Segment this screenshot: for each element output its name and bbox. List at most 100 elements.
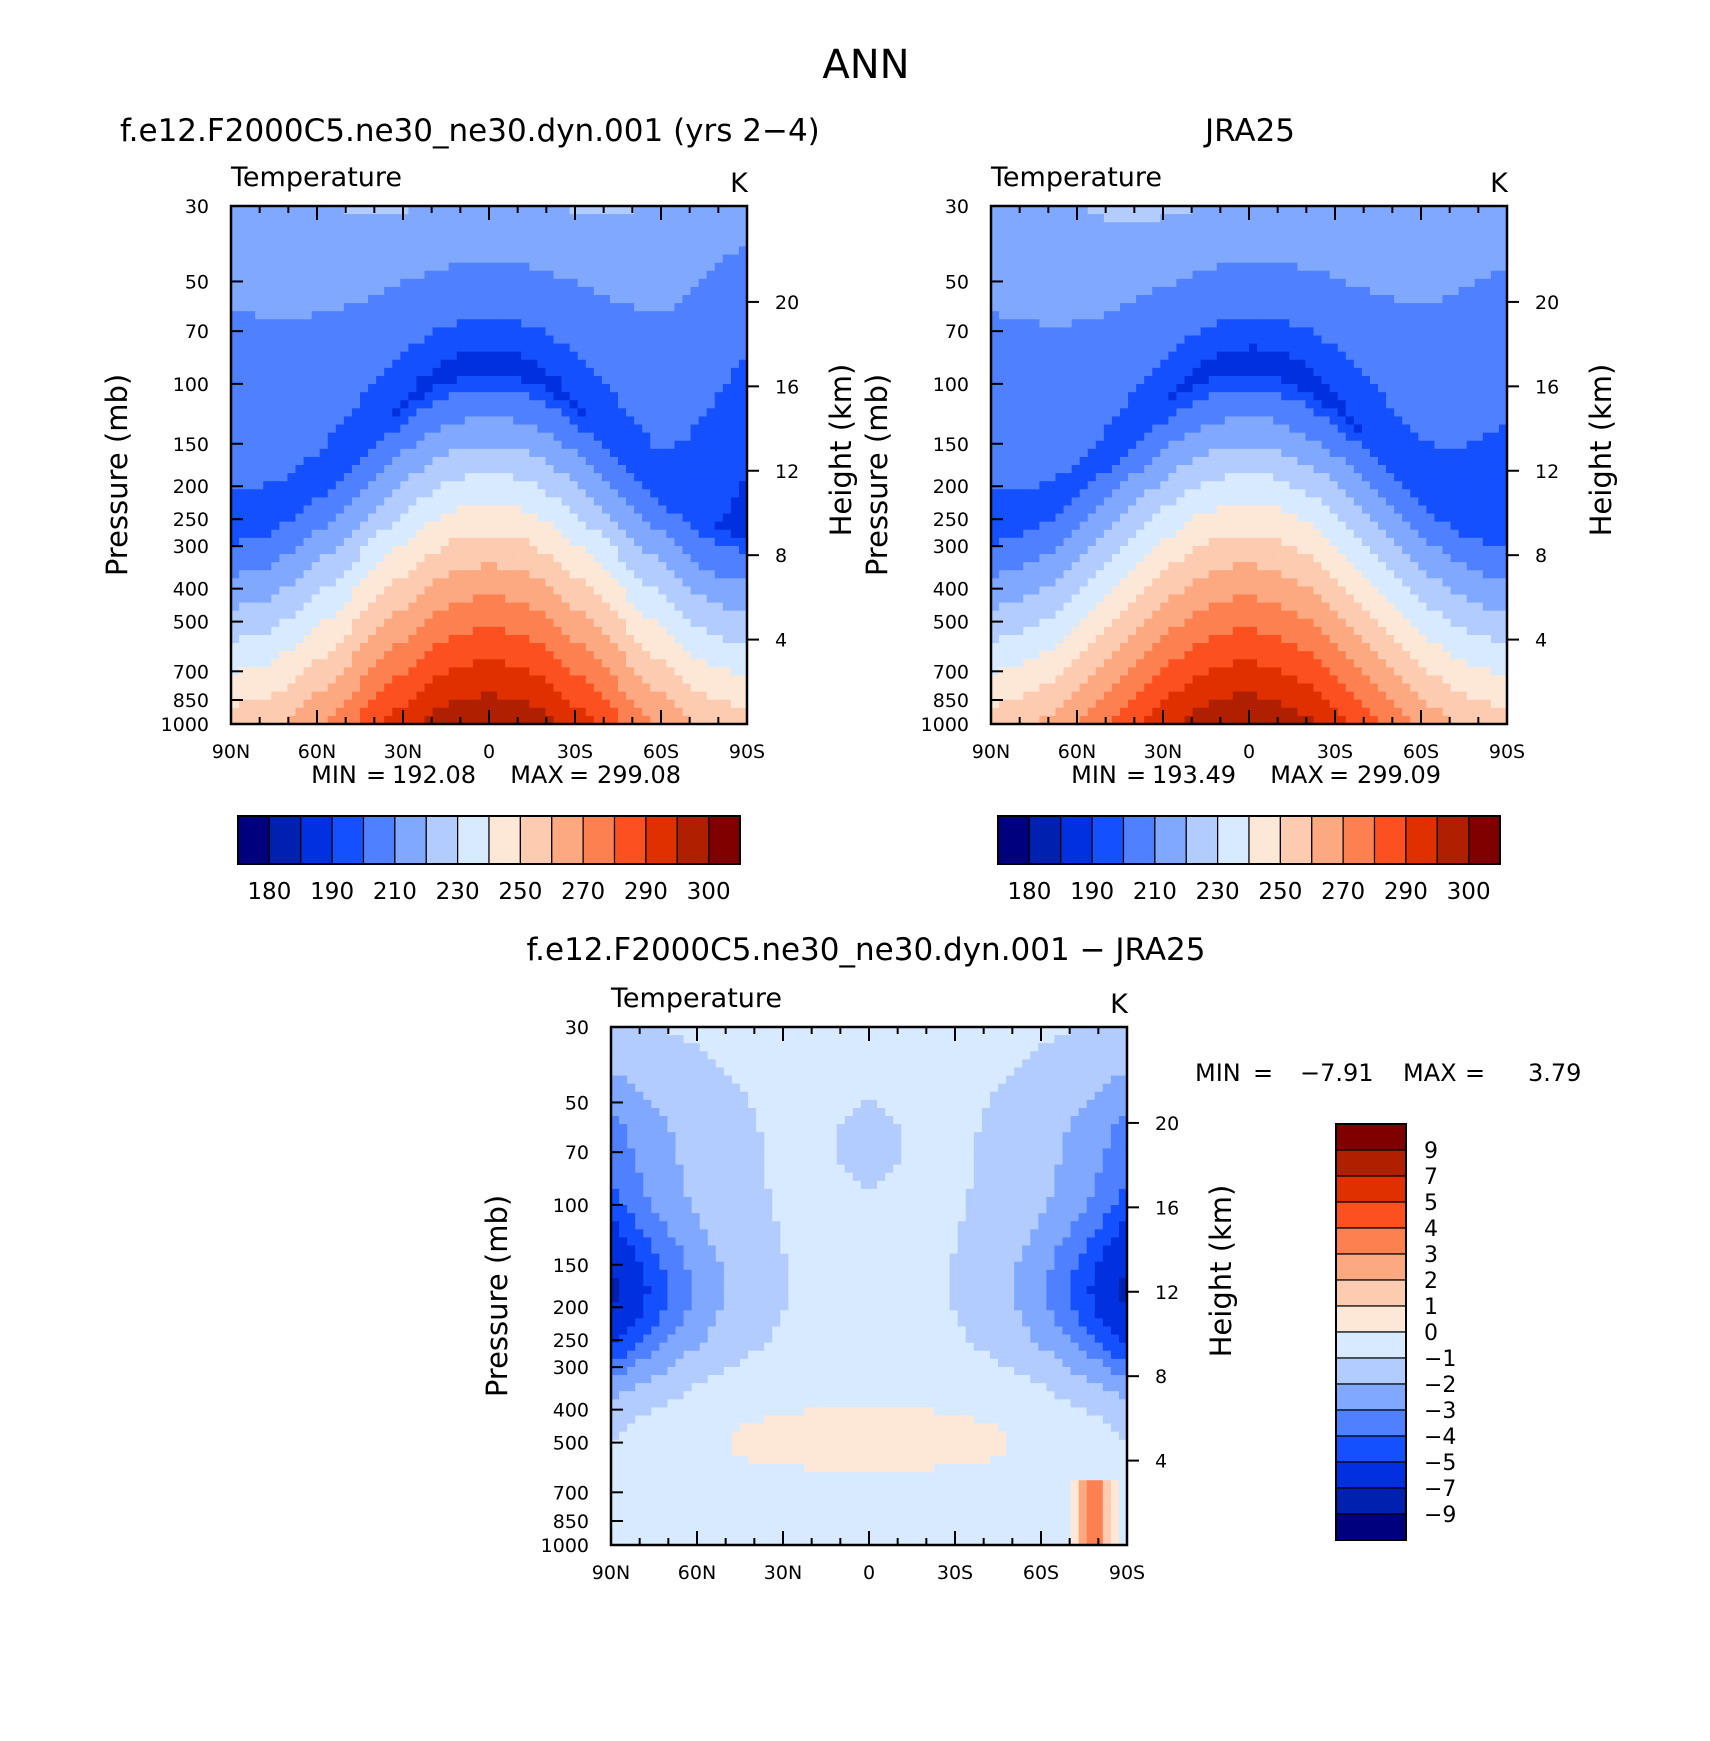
contour-cell bbox=[464, 529, 474, 539]
contour-cell bbox=[255, 545, 264, 555]
contour-cell bbox=[295, 246, 305, 256]
contour-cell bbox=[351, 489, 361, 498]
contour-cell bbox=[384, 626, 393, 636]
contour-cell bbox=[448, 384, 458, 393]
contour-cell bbox=[448, 222, 458, 231]
contour-cell bbox=[690, 319, 700, 328]
contour-cell bbox=[642, 537, 651, 547]
contour-cell bbox=[448, 578, 458, 587]
contour-field bbox=[231, 206, 748, 725]
contour-cell bbox=[247, 375, 256, 385]
contour-cell bbox=[432, 319, 442, 328]
contour-cell bbox=[674, 246, 684, 256]
contour-cell bbox=[416, 643, 426, 652]
contour-cell bbox=[738, 262, 748, 272]
contour-cell bbox=[1345, 238, 1355, 248]
contour-cell bbox=[505, 602, 514, 612]
contour-cell bbox=[601, 521, 611, 531]
contour-cell bbox=[231, 238, 240, 248]
contour-cell bbox=[521, 481, 530, 490]
contour-cell bbox=[577, 602, 587, 612]
contour-cell bbox=[561, 618, 571, 628]
contour-cell bbox=[343, 311, 353, 320]
contour-cell bbox=[601, 683, 611, 693]
contour-cell bbox=[505, 505, 514, 515]
contour-cell bbox=[698, 432, 708, 442]
contour-cell bbox=[295, 214, 305, 223]
contour-cell bbox=[440, 707, 450, 717]
contour-cell bbox=[384, 384, 393, 393]
contour-cell bbox=[537, 505, 547, 515]
contour-cell bbox=[239, 214, 248, 223]
contour-cell bbox=[416, 408, 426, 418]
contour-cell bbox=[255, 367, 264, 377]
contour-cell bbox=[472, 400, 482, 409]
contour-cell bbox=[424, 529, 434, 539]
contour-cell bbox=[1249, 238, 1258, 248]
contour-cell bbox=[505, 222, 514, 231]
contour-cell bbox=[311, 222, 321, 231]
contour-cell bbox=[1079, 286, 1089, 296]
contour-cell bbox=[609, 683, 619, 693]
contour-cell bbox=[255, 489, 264, 498]
contour-cell bbox=[1394, 254, 1403, 264]
contour-cell bbox=[706, 408, 716, 418]
contour-cell bbox=[1031, 286, 1040, 296]
contour-cell bbox=[311, 497, 321, 507]
contour-cell bbox=[714, 367, 724, 377]
contour-cell bbox=[1063, 262, 1073, 272]
contour-cell bbox=[730, 529, 740, 539]
contour-cell bbox=[360, 675, 369, 685]
contour-cell bbox=[376, 432, 385, 442]
contour-cell bbox=[351, 286, 361, 296]
contour-cell bbox=[513, 270, 522, 280]
contour-cell bbox=[1168, 206, 1178, 215]
contour-cell bbox=[505, 214, 514, 223]
contour-cell bbox=[489, 594, 498, 604]
contour-cell bbox=[601, 254, 611, 264]
contour-cell bbox=[343, 254, 353, 264]
contour-cell bbox=[585, 311, 595, 320]
contour-cell bbox=[472, 327, 482, 337]
contour-cell bbox=[537, 295, 547, 304]
contour-cell bbox=[513, 634, 522, 644]
contour-cell bbox=[1378, 286, 1387, 296]
contour-cell bbox=[505, 562, 514, 571]
contour-cell bbox=[287, 513, 297, 523]
contour-cell bbox=[674, 367, 684, 377]
contour-cell bbox=[545, 214, 555, 223]
contour-cell bbox=[497, 311, 506, 320]
contour-cell bbox=[416, 456, 426, 466]
contour-cell bbox=[287, 691, 297, 701]
contour-cell bbox=[489, 659, 498, 668]
contour-cell bbox=[480, 367, 490, 377]
contour-cell bbox=[489, 634, 498, 644]
contour-cell bbox=[618, 303, 627, 312]
contour-cell bbox=[1136, 214, 1145, 223]
contour-cell bbox=[577, 384, 587, 393]
contour-cell bbox=[634, 392, 643, 401]
contour-cell bbox=[722, 222, 732, 231]
contour-cell bbox=[1111, 254, 1121, 264]
contour-cell bbox=[327, 529, 337, 539]
contour-cell bbox=[1386, 238, 1395, 248]
contour-cell bbox=[319, 537, 329, 547]
y-right-tick-label: 20 bbox=[775, 292, 799, 314]
contour-cell bbox=[585, 594, 595, 604]
contour-cell bbox=[1442, 238, 1452, 248]
contour-cell bbox=[738, 416, 748, 426]
contour-cell bbox=[706, 562, 716, 571]
contour-cell bbox=[730, 505, 740, 515]
contour-cell bbox=[432, 554, 442, 563]
contour-cell bbox=[335, 537, 345, 547]
contour-cell bbox=[1232, 246, 1242, 256]
contour-cell bbox=[593, 246, 603, 256]
contour-cell bbox=[464, 521, 474, 531]
contour-cell bbox=[271, 327, 280, 337]
contour-cell bbox=[279, 206, 289, 215]
contour-cell bbox=[537, 367, 547, 377]
contour-cell bbox=[666, 521, 676, 531]
contour-cell bbox=[521, 367, 530, 377]
contour-cell bbox=[513, 529, 522, 539]
contour-cell bbox=[497, 529, 506, 539]
